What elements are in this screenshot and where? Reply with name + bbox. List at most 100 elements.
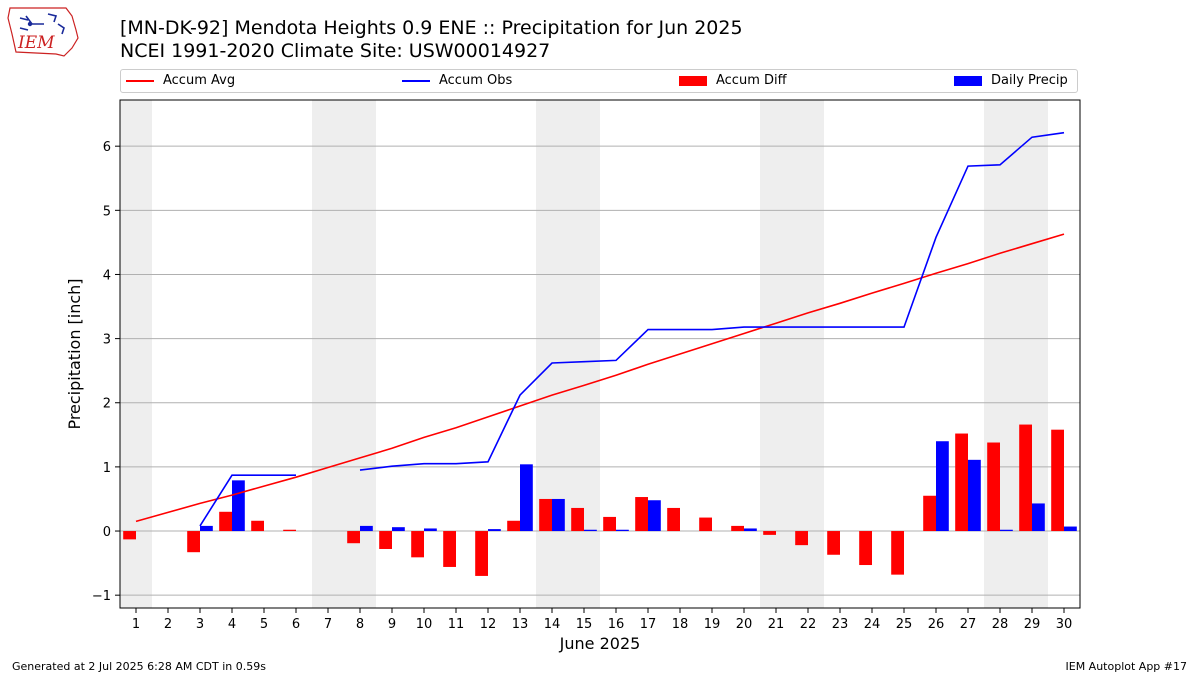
accum-diff-bar bbox=[187, 531, 200, 553]
accum-diff-bar bbox=[123, 531, 136, 540]
x-tick-label: 17 bbox=[640, 617, 657, 632]
accum-diff-bar bbox=[987, 442, 1000, 532]
daily-precip-bar bbox=[648, 500, 661, 532]
x-tick-label: 14 bbox=[544, 617, 561, 632]
series-lines bbox=[135, 131, 1065, 527]
accum-diff-bar bbox=[923, 495, 936, 532]
x-tick-label: 20 bbox=[736, 617, 753, 632]
x-tick-label: 1 bbox=[132, 617, 140, 632]
accum-diff-bar bbox=[827, 531, 840, 555]
x-tick-label: 8 bbox=[356, 617, 364, 632]
accum-diff-bar bbox=[635, 497, 648, 532]
accum-diff-bar bbox=[603, 516, 616, 532]
accum-diff-bar bbox=[379, 531, 392, 549]
x-tick-label: 26 bbox=[928, 617, 945, 632]
x-tick-label: 25 bbox=[896, 617, 913, 632]
y-tick-label: −1 bbox=[92, 589, 111, 604]
legend-item-daily-precip: Daily Precip bbox=[954, 73, 1068, 88]
accum-diff-bar bbox=[475, 531, 488, 576]
chart-title: [MN-DK-92] Mendota Heights 0.9 ENE :: Pr… bbox=[120, 17, 743, 39]
x-tick-label: 22 bbox=[800, 617, 817, 632]
daily-precip-bar bbox=[936, 441, 949, 532]
bars bbox=[123, 424, 1077, 576]
weekend-shade bbox=[312, 100, 344, 608]
legend-item-accum-diff: Accum Diff bbox=[679, 73, 787, 88]
weekend-shade bbox=[536, 100, 568, 608]
legend-swatch-accum-obs bbox=[402, 79, 430, 82]
legend-item-accum-avg: Accum Avg bbox=[126, 73, 235, 88]
legend-swatch-daily-precip bbox=[954, 75, 982, 86]
x-tick-label: 21 bbox=[768, 617, 785, 632]
x-tick-label: 2 bbox=[164, 617, 172, 632]
x-tick-label: 19 bbox=[704, 617, 721, 632]
chart-legend: Accum Avg Accum Obs Accum Diff Daily Pre… bbox=[120, 69, 1078, 93]
x-axis-label: June 2025 bbox=[559, 634, 641, 653]
x-tick-label: 12 bbox=[480, 617, 497, 632]
weekend-shade bbox=[984, 100, 1016, 608]
weekend-shade bbox=[120, 100, 152, 608]
weekend-shade bbox=[1016, 100, 1048, 608]
accum-diff-bar bbox=[411, 531, 424, 558]
accum-diff-bar bbox=[955, 433, 968, 532]
daily-precip-bar bbox=[392, 527, 405, 532]
daily-precip-bar bbox=[424, 528, 437, 532]
footer-app: IEM Autoplot App #17 bbox=[1065, 660, 1188, 673]
x-tick-label: 6 bbox=[292, 617, 300, 632]
daily-precip-bar bbox=[968, 459, 981, 532]
accum-diff-bar bbox=[1019, 424, 1032, 532]
weekend-shade bbox=[568, 100, 600, 608]
logo-text: IEM bbox=[17, 33, 55, 53]
daily-precip-bar bbox=[744, 528, 757, 532]
accum-diff-bar bbox=[539, 498, 552, 532]
accum-diff-bar bbox=[891, 531, 904, 575]
y-tick-label: 0 bbox=[103, 525, 111, 540]
accum-diff-bar bbox=[347, 531, 360, 544]
iem-logo: IEM bbox=[7, 7, 79, 57]
x-tick-label: 18 bbox=[672, 617, 689, 632]
accum-diff-bar bbox=[507, 520, 520, 532]
accum-diff-bar bbox=[443, 531, 456, 567]
daily-precip-bar bbox=[200, 525, 213, 532]
x-tick-label: 10 bbox=[416, 617, 433, 632]
y-tick-label: 3 bbox=[103, 333, 111, 348]
accum-diff-bar bbox=[571, 507, 584, 532]
x-tick-label: 29 bbox=[1024, 617, 1041, 632]
legend-item-accum-obs: Accum Obs bbox=[402, 73, 512, 88]
x-tick-label: 15 bbox=[576, 617, 593, 632]
accum-diff-bar bbox=[731, 525, 744, 532]
grid-lines bbox=[120, 145, 1080, 596]
legend-label-accum-obs: Accum Obs bbox=[439, 73, 513, 88]
y-tick-label: 6 bbox=[103, 140, 111, 155]
plot-frame bbox=[119, 99, 1081, 609]
x-tick-label: 13 bbox=[512, 617, 529, 632]
x-tick-label: 24 bbox=[864, 617, 881, 632]
daily-precip-bar bbox=[552, 498, 565, 532]
chart-subtitle: NCEI 1991-2020 Climate Site: USW00014927 bbox=[120, 40, 551, 62]
x-tick-label: 30 bbox=[1056, 617, 1073, 632]
legend-swatch-accum-avg bbox=[126, 79, 154, 82]
accum-diff-bar bbox=[283, 529, 296, 532]
x-tick-label: 11 bbox=[448, 617, 465, 632]
accum-diff-bar bbox=[859, 531, 872, 566]
accum-obs-line bbox=[359, 131, 1065, 471]
daily-precip-bar bbox=[584, 529, 597, 532]
daily-precip-bar bbox=[1032, 503, 1045, 532]
plot-background bbox=[120, 100, 1048, 608]
weekend-shade bbox=[792, 100, 824, 608]
legend-label-accum-avg: Accum Avg bbox=[163, 73, 236, 88]
x-tick-label: 27 bbox=[960, 617, 977, 632]
daily-precip-bar bbox=[1000, 529, 1013, 532]
accum-diff-bar bbox=[699, 517, 712, 532]
x-tick-label: 23 bbox=[832, 617, 849, 632]
accum-diff-bar bbox=[1051, 429, 1064, 532]
y-tick-label: 1 bbox=[103, 461, 111, 476]
accum-diff-bar bbox=[251, 520, 264, 532]
y-tick-label: 2 bbox=[103, 397, 111, 412]
y-tick-label: 4 bbox=[103, 268, 111, 283]
x-tick-label: 4 bbox=[228, 617, 236, 632]
x-tick-label: 28 bbox=[992, 617, 1009, 632]
accum-diff-bar bbox=[667, 507, 680, 532]
legend-swatch-accum-diff bbox=[679, 75, 707, 86]
